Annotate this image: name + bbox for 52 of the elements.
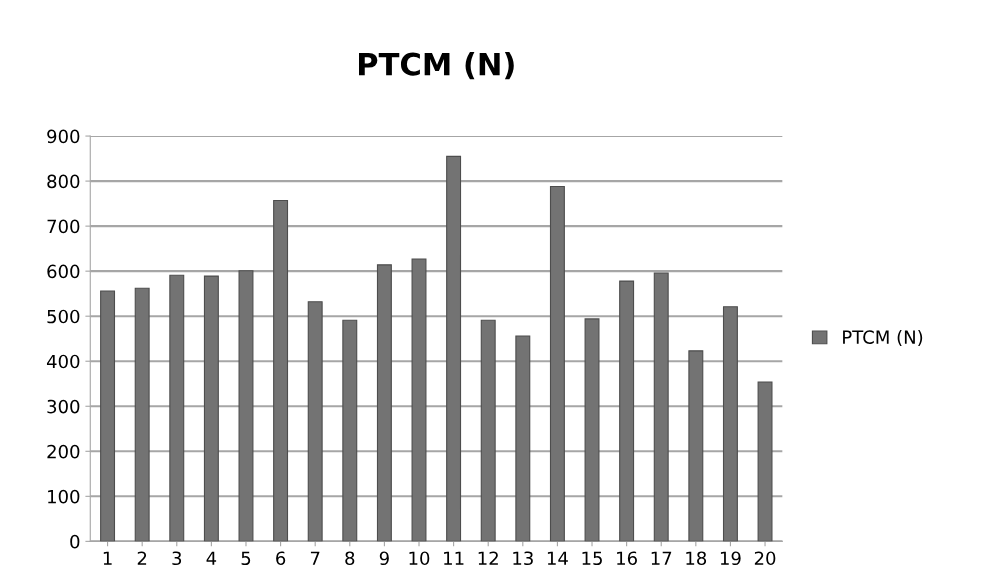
bar xyxy=(688,350,704,542)
x-tick-label: 1 xyxy=(103,551,112,565)
bar xyxy=(100,290,116,542)
bar xyxy=(342,319,358,542)
x-tick-label: 8 xyxy=(345,551,355,566)
x-tick-label: 16 xyxy=(617,551,637,566)
x-tick-label: 5 xyxy=(241,551,251,566)
y-tick-label: 700 xyxy=(47,219,80,234)
x-tick-label: 4 xyxy=(206,551,217,565)
bar xyxy=(480,319,496,542)
y-tick-label: 900 xyxy=(47,129,80,144)
bar xyxy=(238,270,254,542)
y-tick-label: 500 xyxy=(47,309,80,324)
bar xyxy=(653,272,669,542)
bar xyxy=(722,306,738,542)
x-tick-label: 7 xyxy=(310,551,320,565)
y-tick-label: 400 xyxy=(46,354,80,369)
bar xyxy=(203,275,219,542)
bar xyxy=(307,301,323,542)
x-tick-label: 2 xyxy=(137,551,147,565)
bar xyxy=(619,280,635,542)
x-tick-label: 6 xyxy=(276,551,286,566)
x-tick-label: 13 xyxy=(513,551,533,566)
legend-label: PTCM (N) xyxy=(843,330,923,347)
y-tick-label: 300 xyxy=(47,399,80,414)
y-tick-label: 800 xyxy=(47,174,80,189)
bar xyxy=(446,155,462,542)
x-tick-label: 14 xyxy=(547,551,568,565)
y-tick-label: 600 xyxy=(47,264,80,279)
y-tick-label: 0 xyxy=(70,534,80,549)
x-tick-label: 3 xyxy=(172,551,182,566)
x-tick-label: 11 xyxy=(444,551,464,565)
y-tick-label: 100 xyxy=(48,489,80,504)
x-tick-label: 18 xyxy=(686,551,707,566)
x-tick-label: 15 xyxy=(582,551,602,566)
bar xyxy=(549,185,565,542)
x-tick-label: 9 xyxy=(379,551,389,566)
chart-title: PTCM (N) xyxy=(359,52,514,80)
x-tick-label: 17 xyxy=(651,551,672,565)
x-tick-label: 19 xyxy=(720,551,741,566)
y-tick-label: 200 xyxy=(47,444,80,459)
bar xyxy=(515,335,531,542)
bar xyxy=(584,318,600,542)
x-tick-label: 12 xyxy=(478,551,498,565)
bar xyxy=(376,264,392,542)
bar xyxy=(134,287,150,542)
bar xyxy=(273,199,289,542)
x-tick-label: 10 xyxy=(409,551,430,566)
bar xyxy=(757,381,773,542)
x-tick-label: 20 xyxy=(754,551,776,566)
bar xyxy=(169,274,185,542)
bar xyxy=(411,258,427,542)
